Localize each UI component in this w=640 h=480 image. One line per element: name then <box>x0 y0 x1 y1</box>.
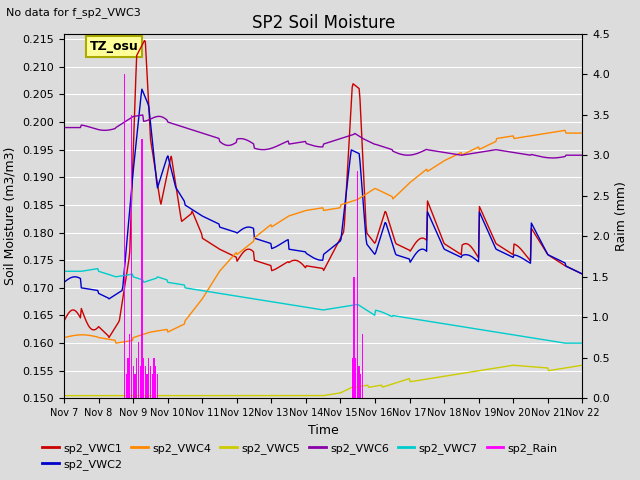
Bar <box>132 366 134 398</box>
Bar <box>155 366 156 398</box>
Bar <box>129 334 131 398</box>
Bar <box>351 358 353 398</box>
Bar <box>150 366 151 398</box>
Legend: sp2_VWC1, sp2_VWC2, sp2_VWC4, sp2_VWC5, sp2_VWC6, sp2_VWC7, sp2_Rain: sp2_VWC1, sp2_VWC2, sp2_VWC4, sp2_VWC5, … <box>38 438 563 474</box>
Title: SP2 Soil Moisture: SP2 Soil Moisture <box>252 14 395 32</box>
Bar <box>362 334 364 398</box>
Bar <box>145 366 146 398</box>
Bar <box>124 74 125 398</box>
Bar <box>138 342 139 398</box>
Bar <box>358 366 360 398</box>
Bar <box>360 374 362 398</box>
Bar <box>125 374 127 398</box>
Text: No data for f_sp2_VWC3: No data for f_sp2_VWC3 <box>6 7 141 18</box>
Bar <box>154 358 155 398</box>
Bar <box>353 277 355 398</box>
Bar <box>147 374 148 398</box>
Bar <box>148 358 150 398</box>
Bar <box>127 358 129 398</box>
Y-axis label: Raim (mm): Raim (mm) <box>616 181 628 251</box>
Bar <box>143 358 144 398</box>
Y-axis label: Soil Moisture (m3/m3): Soil Moisture (m3/m3) <box>4 147 17 285</box>
Bar <box>131 115 132 398</box>
Bar <box>152 374 153 398</box>
X-axis label: Time: Time <box>308 424 339 437</box>
Bar <box>356 171 358 398</box>
Bar <box>157 374 158 398</box>
Bar <box>140 366 141 398</box>
Text: TZ_osu: TZ_osu <box>90 40 139 53</box>
Bar <box>355 358 356 398</box>
Bar <box>134 374 136 398</box>
Bar <box>141 139 143 398</box>
Bar <box>136 358 138 398</box>
